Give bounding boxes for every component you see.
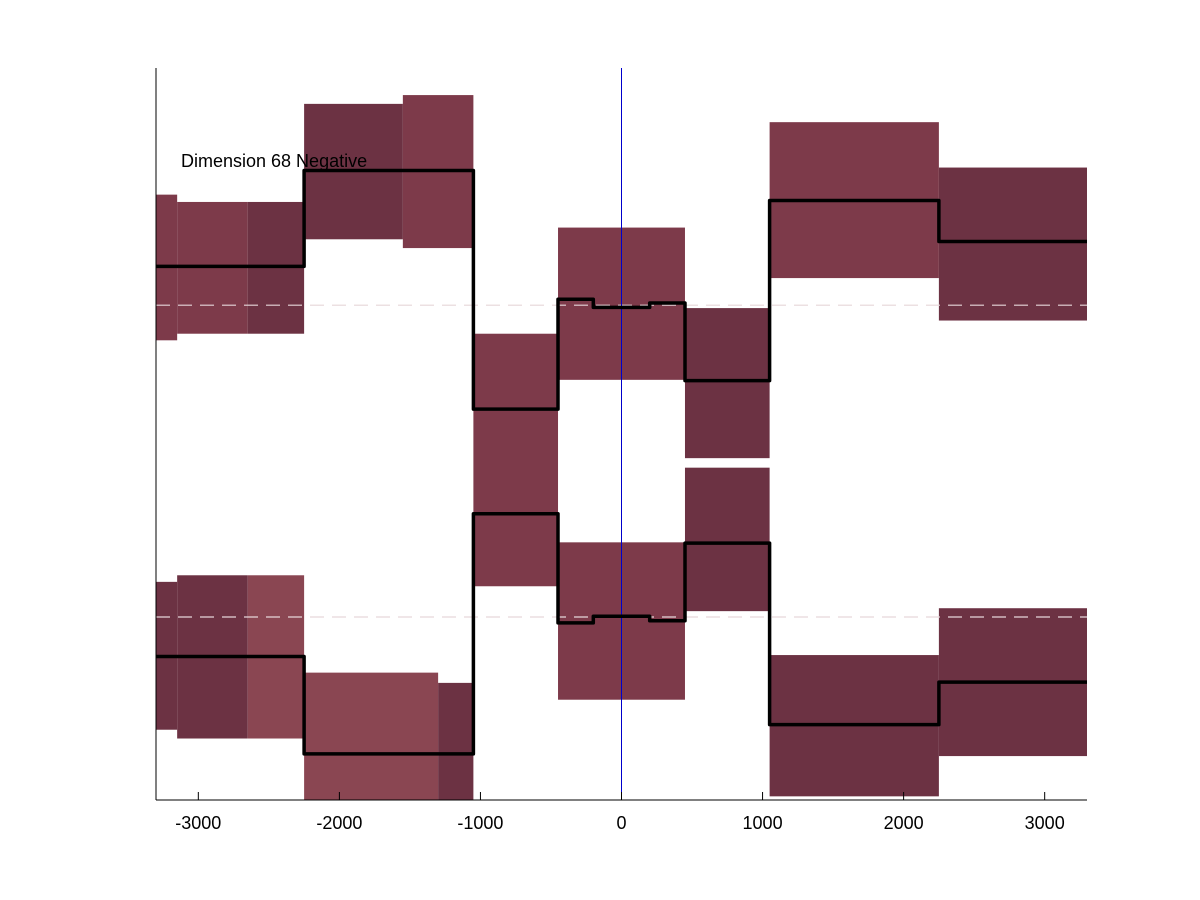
x-tick-label-2: -1000 <box>457 813 503 833</box>
x-tick-label-6: 3000 <box>1025 813 1065 833</box>
band-segment-9 <box>938 167 1087 321</box>
band-segment-10 <box>473 410 559 587</box>
series-line-0 <box>156 168 1087 411</box>
band-segment-5 <box>473 333 559 411</box>
band-segment-17 <box>684 467 770 612</box>
series-lines <box>156 168 1087 756</box>
band-segment-14 <box>304 672 439 800</box>
series-line-1 <box>156 512 1087 756</box>
band-segment-15 <box>438 682 474 800</box>
x-tick-label-3: 0 <box>616 813 626 833</box>
band-segment-7 <box>684 308 770 459</box>
x-ticks: -3000 -2000 -1000 0 1000 2000 3000 <box>175 792 1065 833</box>
x-tick-label-0: -3000 <box>175 813 221 833</box>
x-tick-label-5: 2000 <box>884 813 924 833</box>
chart-annotation: Dimension 68 Negative <box>181 151 367 171</box>
x-tick-label-4: 1000 <box>743 813 783 833</box>
x-tick-label-1: -2000 <box>316 813 362 833</box>
